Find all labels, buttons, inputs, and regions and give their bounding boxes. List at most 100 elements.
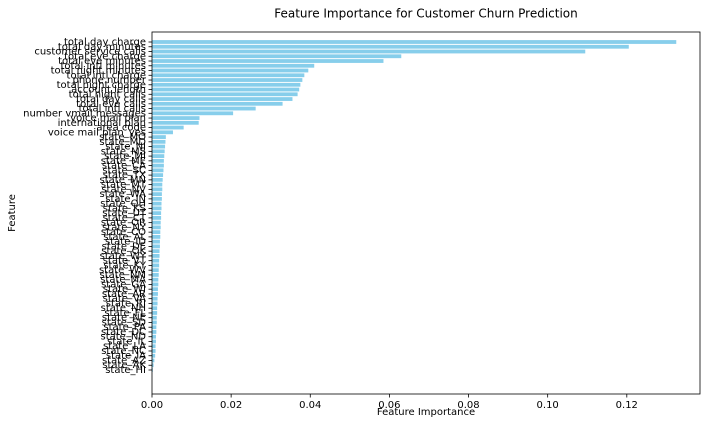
bar [152,215,162,220]
bar [152,106,256,111]
bar [152,320,157,325]
y-tick-label: state_UT [102,208,147,219]
bar [152,168,164,173]
bar [152,73,305,78]
y-tick-label: state_GA [101,279,146,290]
bar [152,201,162,206]
y-tick-label: state_ID [105,237,146,248]
bar [152,163,164,168]
y-tick-label: state_DE [102,241,146,252]
x-tick-label: 0.12 [616,400,638,411]
x-axis-label: Feature Importance [377,407,475,418]
bar [152,211,162,216]
bar [152,192,162,197]
bar [152,358,155,363]
y-tick-label: number vmail messages [23,108,146,119]
bar [152,268,159,273]
y-tick-label: total day calls [76,94,146,105]
plot-frame [151,31,701,395]
bar [152,306,158,311]
bar [152,149,165,154]
bar [152,220,161,225]
bar [152,44,629,49]
y-tick-label: state_VT [103,256,147,267]
bar [152,349,156,353]
y-tick-label: state_RI [106,298,146,309]
bar [152,182,163,187]
bar [152,363,154,368]
y-tick-label: state_OR [101,218,146,229]
y-tick-label: phone number [72,75,146,86]
bar [152,254,160,258]
y-tick-label: state_NV [101,184,146,195]
y-tick-label: total eve charge [64,51,146,62]
x-tick-label: 0.02 [220,400,242,411]
bar [152,230,161,235]
y-tick-label: state_HI [105,365,146,376]
bar [152,54,402,59]
y-tick-label: state_ME [101,156,146,167]
bar [152,196,162,201]
x-tick-label: 0.06 [378,400,400,411]
x-tick-label: 0.10 [537,400,559,411]
bar [152,287,158,292]
bar [152,334,156,339]
y-tick-label: state_ND [100,332,146,343]
y-tick-label: state_OH [100,199,146,210]
y-tick-label: state_WA [99,189,146,200]
y-tick-label: state_AZ [102,355,146,366]
x-tick-label: 0.08 [457,400,479,411]
bar [152,239,160,244]
bar [152,111,234,116]
bar [152,311,158,315]
y-tick-label: international plan [58,118,146,129]
bar [152,101,283,106]
bar [152,135,166,139]
bar [152,282,159,287]
y-tick-label: state_MD [99,137,146,148]
y-tick-label: state_TX [103,170,146,181]
y-tick-label: state_PA [103,322,146,333]
bar [152,344,156,349]
y-tick-label: state_DC [101,327,146,338]
bar [152,315,157,320]
y-tick-label: voice mail plan [70,113,146,124]
bar [152,277,159,282]
y-tick-label: state_SC [102,165,146,176]
bar [152,82,301,87]
bar [152,234,161,239]
y-tick-label: state_OK [101,246,146,257]
y-tick-label: area code [96,123,146,134]
bar [152,87,300,92]
y-tick-label: state_NY [102,222,147,233]
bar [152,78,303,82]
bar [152,173,164,178]
y-tick-label: state_CO [101,227,146,238]
y-tick-label: total day charge [64,37,146,48]
bar [152,353,156,358]
y-tick-label: customer service calls [34,47,146,58]
y-tick-label: state_NC [101,346,146,357]
bar [152,258,160,263]
bar [152,301,158,306]
y-tick-label: state_VA [103,294,147,305]
bar [152,273,159,277]
y-tick-label: state_WV [99,265,146,276]
y-tick-label: state_WI [103,284,146,295]
y-tick-label: state_NJ [105,142,146,153]
bar [152,130,173,135]
y-tick-label: state_MT [101,180,147,191]
bar [152,187,163,192]
bar [152,63,315,68]
y-tick-label: state_KY [103,260,147,271]
y-tick-label: state_CA [102,161,146,172]
bar [152,49,586,54]
x-tick-label: 0.04 [299,400,321,411]
y-tick-label: total night minutes [51,66,146,77]
y-tick-label: total day minutes [58,42,146,53]
bar [152,68,309,73]
bar [152,206,162,211]
bar [152,177,163,182]
y-tick-label: state_NH [101,303,146,314]
chart-title: Feature Importance for Customer Churn Pr… [274,7,578,21]
